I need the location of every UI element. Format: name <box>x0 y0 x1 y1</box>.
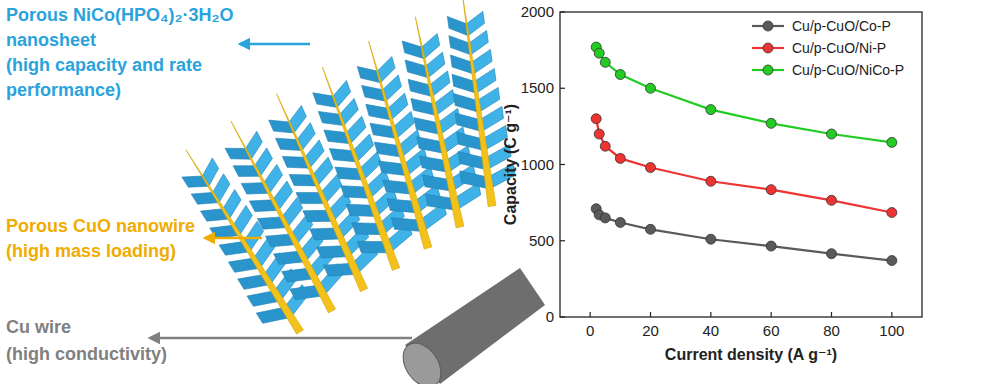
legend-label: Cu/p-CuO/Co-P <box>792 18 891 34</box>
brushes <box>182 0 515 334</box>
point <box>646 224 656 234</box>
cu-wire <box>395 268 545 384</box>
point <box>646 83 656 93</box>
y-tick-label: 0 <box>546 308 554 325</box>
brush <box>313 67 412 270</box>
point <box>766 241 776 251</box>
label-line: Porous CuO nanowire <box>6 216 195 236</box>
brush <box>357 41 446 249</box>
legend-entry: Cu/p-CuO/Co-P <box>752 18 891 34</box>
series-line <box>596 209 892 261</box>
nanosheet <box>447 16 468 35</box>
nanosheet <box>472 49 492 74</box>
x-tick-label: 60 <box>763 322 780 339</box>
legend-marker <box>763 21 773 31</box>
label-line: (high mass loading) <box>6 241 176 261</box>
x-tick <box>650 312 651 317</box>
y-tick <box>560 240 565 241</box>
point <box>600 213 610 223</box>
point <box>615 153 625 163</box>
y-tick <box>560 88 565 89</box>
cuo-nanowire <box>462 0 496 207</box>
x-tick <box>891 312 892 317</box>
arrow <box>205 237 262 240</box>
legend-label: Cu/p-CuO/Ni-P <box>792 40 886 56</box>
y-tick-label: 1500 <box>521 79 554 96</box>
diagram-label: Cu wire (high conductivity) <box>6 317 412 364</box>
point <box>591 114 601 124</box>
plot-frame <box>560 12 922 317</box>
point <box>594 48 604 58</box>
label-line: Cu wire <box>6 317 71 337</box>
y-tick-label: 2000 <box>521 3 554 20</box>
label-line: Porous NiCo(HPO₄)₂·3H₂O <box>6 5 234 25</box>
x-tick <box>590 312 591 317</box>
point <box>827 129 837 139</box>
y-tick <box>560 164 565 165</box>
cuo-nanowire <box>186 150 303 334</box>
x-tick <box>710 312 711 317</box>
point <box>615 70 625 80</box>
legend-label: Cu/p-CuO/NiCo-P <box>792 62 904 78</box>
brush <box>182 150 309 334</box>
label-line: performance) <box>6 80 121 100</box>
point <box>827 195 837 205</box>
x-tick-label: 100 <box>879 322 904 339</box>
series <box>591 204 897 266</box>
point <box>600 57 610 67</box>
page: {"chart_data": {"type": "line", "x_label… <box>0 0 1000 384</box>
x-tick-label: 80 <box>823 322 840 339</box>
x-axis-title: Current density (A g⁻¹) <box>665 346 837 363</box>
point <box>766 185 776 195</box>
point <box>887 137 897 147</box>
point <box>594 129 604 139</box>
label-line: (high conductivity) <box>6 344 167 364</box>
nanosheet <box>469 30 488 54</box>
point <box>615 217 625 227</box>
label-line: nanosheet <box>6 30 96 50</box>
figure: Porous NiCo(HPO₄)₂·3H₂O nanosheet (high ca… <box>0 0 1000 384</box>
y-tick-label: 500 <box>529 232 554 249</box>
legend-marker <box>763 65 773 75</box>
diagram-label: Porous CuO nanowire (high mass loading) <box>6 216 262 261</box>
x-tick-label: 0 <box>586 322 594 339</box>
cuo-nanowire <box>231 121 336 313</box>
point <box>766 118 776 128</box>
chart: 0204060801000500100015002000Current dens… <box>502 3 922 363</box>
y-tick-label: 1000 <box>521 156 554 173</box>
x-tick-label: 20 <box>642 322 659 339</box>
x-tick <box>771 312 772 317</box>
x-tick-label: 40 <box>702 322 719 339</box>
legend-entry: Cu/p-CuO/Ni-P <box>752 40 886 56</box>
label-line: (high capacity and rate <box>6 55 202 75</box>
nanosheet <box>467 11 485 35</box>
point <box>887 256 897 266</box>
wire-end <box>395 336 448 384</box>
brush <box>225 121 343 313</box>
diagram-label: Porous NiCo(HPO₄)₂·3H₂O nanosheet (high ca… <box>6 5 310 100</box>
point <box>600 141 610 151</box>
point <box>646 163 656 173</box>
series-line <box>596 119 892 213</box>
legend: Cu/p-CuO/Co-P Cu/p-CuO/Ni-P Cu/p-CuO/NiCo-… <box>752 18 904 78</box>
point <box>706 234 716 244</box>
x-tick <box>831 312 832 317</box>
arrow <box>150 337 412 340</box>
legend-marker <box>763 43 773 53</box>
point <box>706 176 716 186</box>
point <box>827 249 837 259</box>
arrow <box>240 43 310 46</box>
point <box>887 208 897 218</box>
series <box>591 114 897 218</box>
brush <box>269 94 378 292</box>
series <box>591 42 897 147</box>
point <box>706 105 716 115</box>
legend-entry: Cu/p-CuO/NiCo-P <box>752 62 904 78</box>
y-axis-title: Capacity (C g⁻¹) <box>502 104 519 225</box>
diagram: Porous NiCo(HPO₄)₂·3H₂O nanosheet (high ca… <box>6 0 545 384</box>
